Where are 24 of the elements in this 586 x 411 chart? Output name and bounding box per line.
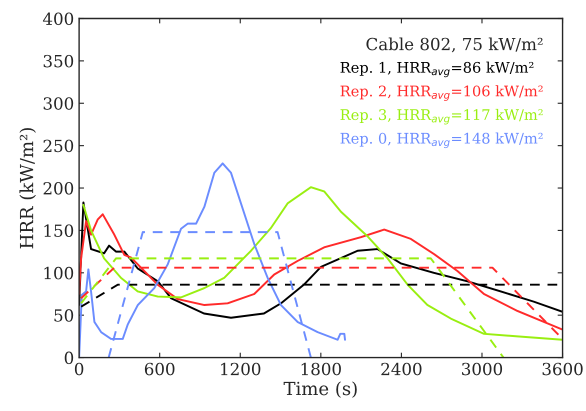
y-tick-label: 100	[44, 266, 74, 280]
y-tick-label: 250	[44, 140, 74, 152]
line-series	[79, 201, 563, 319]
x-tick-label: 2400	[381, 362, 422, 376]
y-tick-label: 300	[44, 97, 74, 110]
x-tick-label: 1200	[221, 362, 260, 376]
y-tick-label: 350	[44, 54, 74, 68]
y-tick-label: 0	[64, 352, 74, 364]
x-tick-label: 0	[74, 362, 84, 376]
text: Rep. 0, HRR$_{avg}$=148 kW/m²	[340, 132, 543, 148]
y-tick-label: 400	[42, 12, 74, 26]
text: Rep. 1, HRR$_{avg}$=86 kW/m²	[340, 62, 534, 78]
y-tick-label: 150	[44, 224, 74, 237]
text: Rep. 2, HRR$_{avg}$=106 kW/m²	[340, 85, 543, 101]
legend-title: Cable 802, 75 kW/m²	[366, 37, 543, 52]
y-axis-title: HRR (kW/m²)	[19, 128, 36, 248]
x-tick-label: 3600	[542, 362, 583, 376]
x-tick-label: 3000	[462, 362, 502, 376]
x-tick-label: 600	[144, 362, 174, 376]
y-tick-label: 50	[54, 309, 74, 322]
x-tick-label: 1800	[302, 362, 341, 376]
x-axis-title: Time (s)	[284, 381, 357, 398]
y-tick-label: 200	[44, 182, 74, 195]
text: Rep. 3, HRR$_{avg}$=117 kW/m²	[340, 108, 543, 124]
